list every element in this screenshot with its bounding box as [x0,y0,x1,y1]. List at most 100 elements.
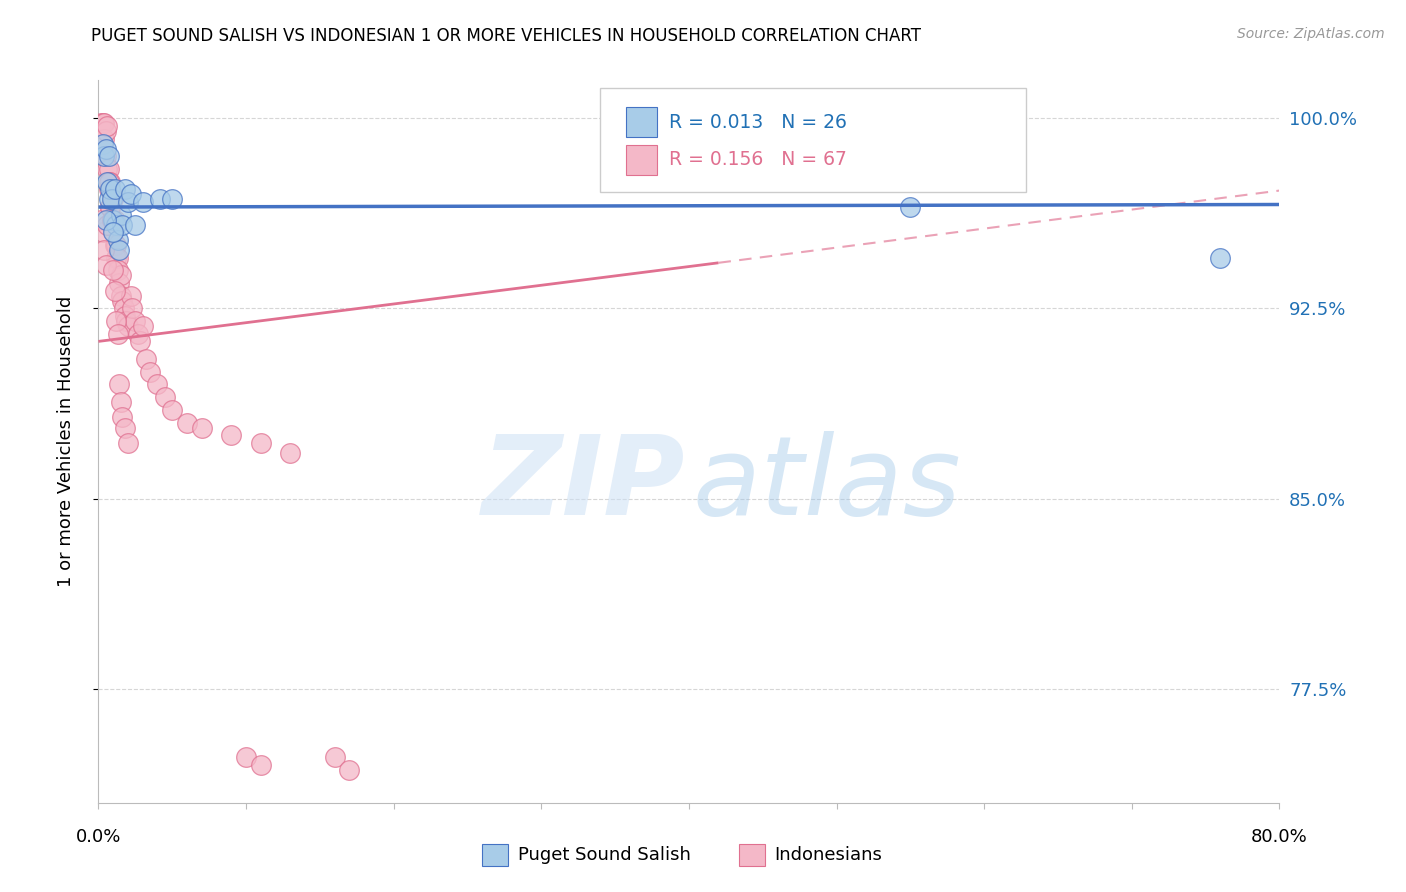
Point [110,395,132,409]
Text: Indonesians: Indonesians [773,846,882,863]
Point [91,116,114,130]
FancyBboxPatch shape [600,87,1025,193]
Point [91,136,114,151]
Text: R = 0.013   N = 26: R = 0.013 N = 26 [669,112,846,132]
Text: Source: ZipAtlas.com: Source: ZipAtlas.com [1237,27,1385,41]
Point [132,319,155,334]
Text: atlas: atlas [693,432,962,539]
Point [96,218,118,232]
Point [117,194,139,209]
Point [105,218,128,232]
Point [124,218,146,232]
Point [114,420,136,434]
Point [111,410,134,425]
Point [96,161,118,176]
Point [149,193,172,207]
Point [135,352,157,367]
Point [162,193,183,207]
Point [105,314,128,328]
Point [132,194,155,209]
Point [323,750,346,764]
Point [105,238,128,252]
Point [235,750,257,764]
Point [107,233,129,247]
Point [339,763,361,777]
Point [96,119,118,133]
Point [115,314,138,328]
Text: 80.0%: 80.0% [1251,828,1308,847]
Point [94,149,117,163]
Point [97,175,120,189]
FancyBboxPatch shape [482,844,508,865]
Point [103,193,125,207]
Point [176,416,198,430]
Point [110,268,132,283]
Point [98,200,121,214]
Point [97,182,120,196]
Point [221,428,243,442]
Point [94,142,117,156]
Point [114,309,136,323]
Point [105,251,128,265]
FancyBboxPatch shape [738,844,765,865]
Point [117,435,139,450]
Point [111,293,134,308]
Point [120,289,142,303]
Point [100,193,122,207]
Point [250,757,273,772]
Point [108,243,131,257]
Point [112,301,135,316]
Point [98,200,121,214]
Point [127,326,149,341]
Text: Puget Sound Salish: Puget Sound Salish [517,846,690,863]
Point [97,193,120,207]
Point [111,218,134,232]
Point [107,263,129,277]
Point [93,243,115,257]
Point [146,377,169,392]
Point [107,251,129,265]
Point [104,182,127,196]
Point [153,390,176,404]
Point [121,301,143,316]
Point [91,226,114,240]
Point [104,284,127,298]
Point [90,212,112,227]
Point [128,334,150,349]
Point [110,208,132,222]
Point [110,289,132,303]
Point [100,212,122,227]
Point [103,263,125,277]
Point [94,258,117,272]
Point [280,446,302,460]
Point [90,116,112,130]
Point [96,175,118,189]
Point [107,326,129,341]
Point [162,402,183,417]
Point [108,377,131,392]
Text: R = 0.156   N = 67: R = 0.156 N = 67 [669,150,846,169]
Point [1209,251,1232,265]
Text: ZIP: ZIP [482,432,685,539]
Point [100,187,122,202]
Y-axis label: 1 or more Vehicles in Household: 1 or more Vehicles in Household [56,296,75,587]
Point [104,212,127,227]
Point [93,116,115,130]
Point [97,161,120,176]
Text: PUGET SOUND SALISH VS INDONESIAN 1 OR MORE VEHICLES IN HOUSEHOLD CORRELATION CHA: PUGET SOUND SALISH VS INDONESIAN 1 OR MO… [91,27,921,45]
Point [114,182,136,196]
Point [93,149,115,163]
Point [250,435,273,450]
Point [103,226,125,240]
Point [93,131,115,145]
Point [900,200,922,214]
Point [108,276,131,290]
Point [94,124,117,138]
Text: 0.0%: 0.0% [76,828,121,847]
Point [120,187,142,202]
Point [191,420,214,434]
Point [117,319,139,334]
Point [103,226,125,240]
Point [98,182,121,196]
Point [104,238,127,252]
